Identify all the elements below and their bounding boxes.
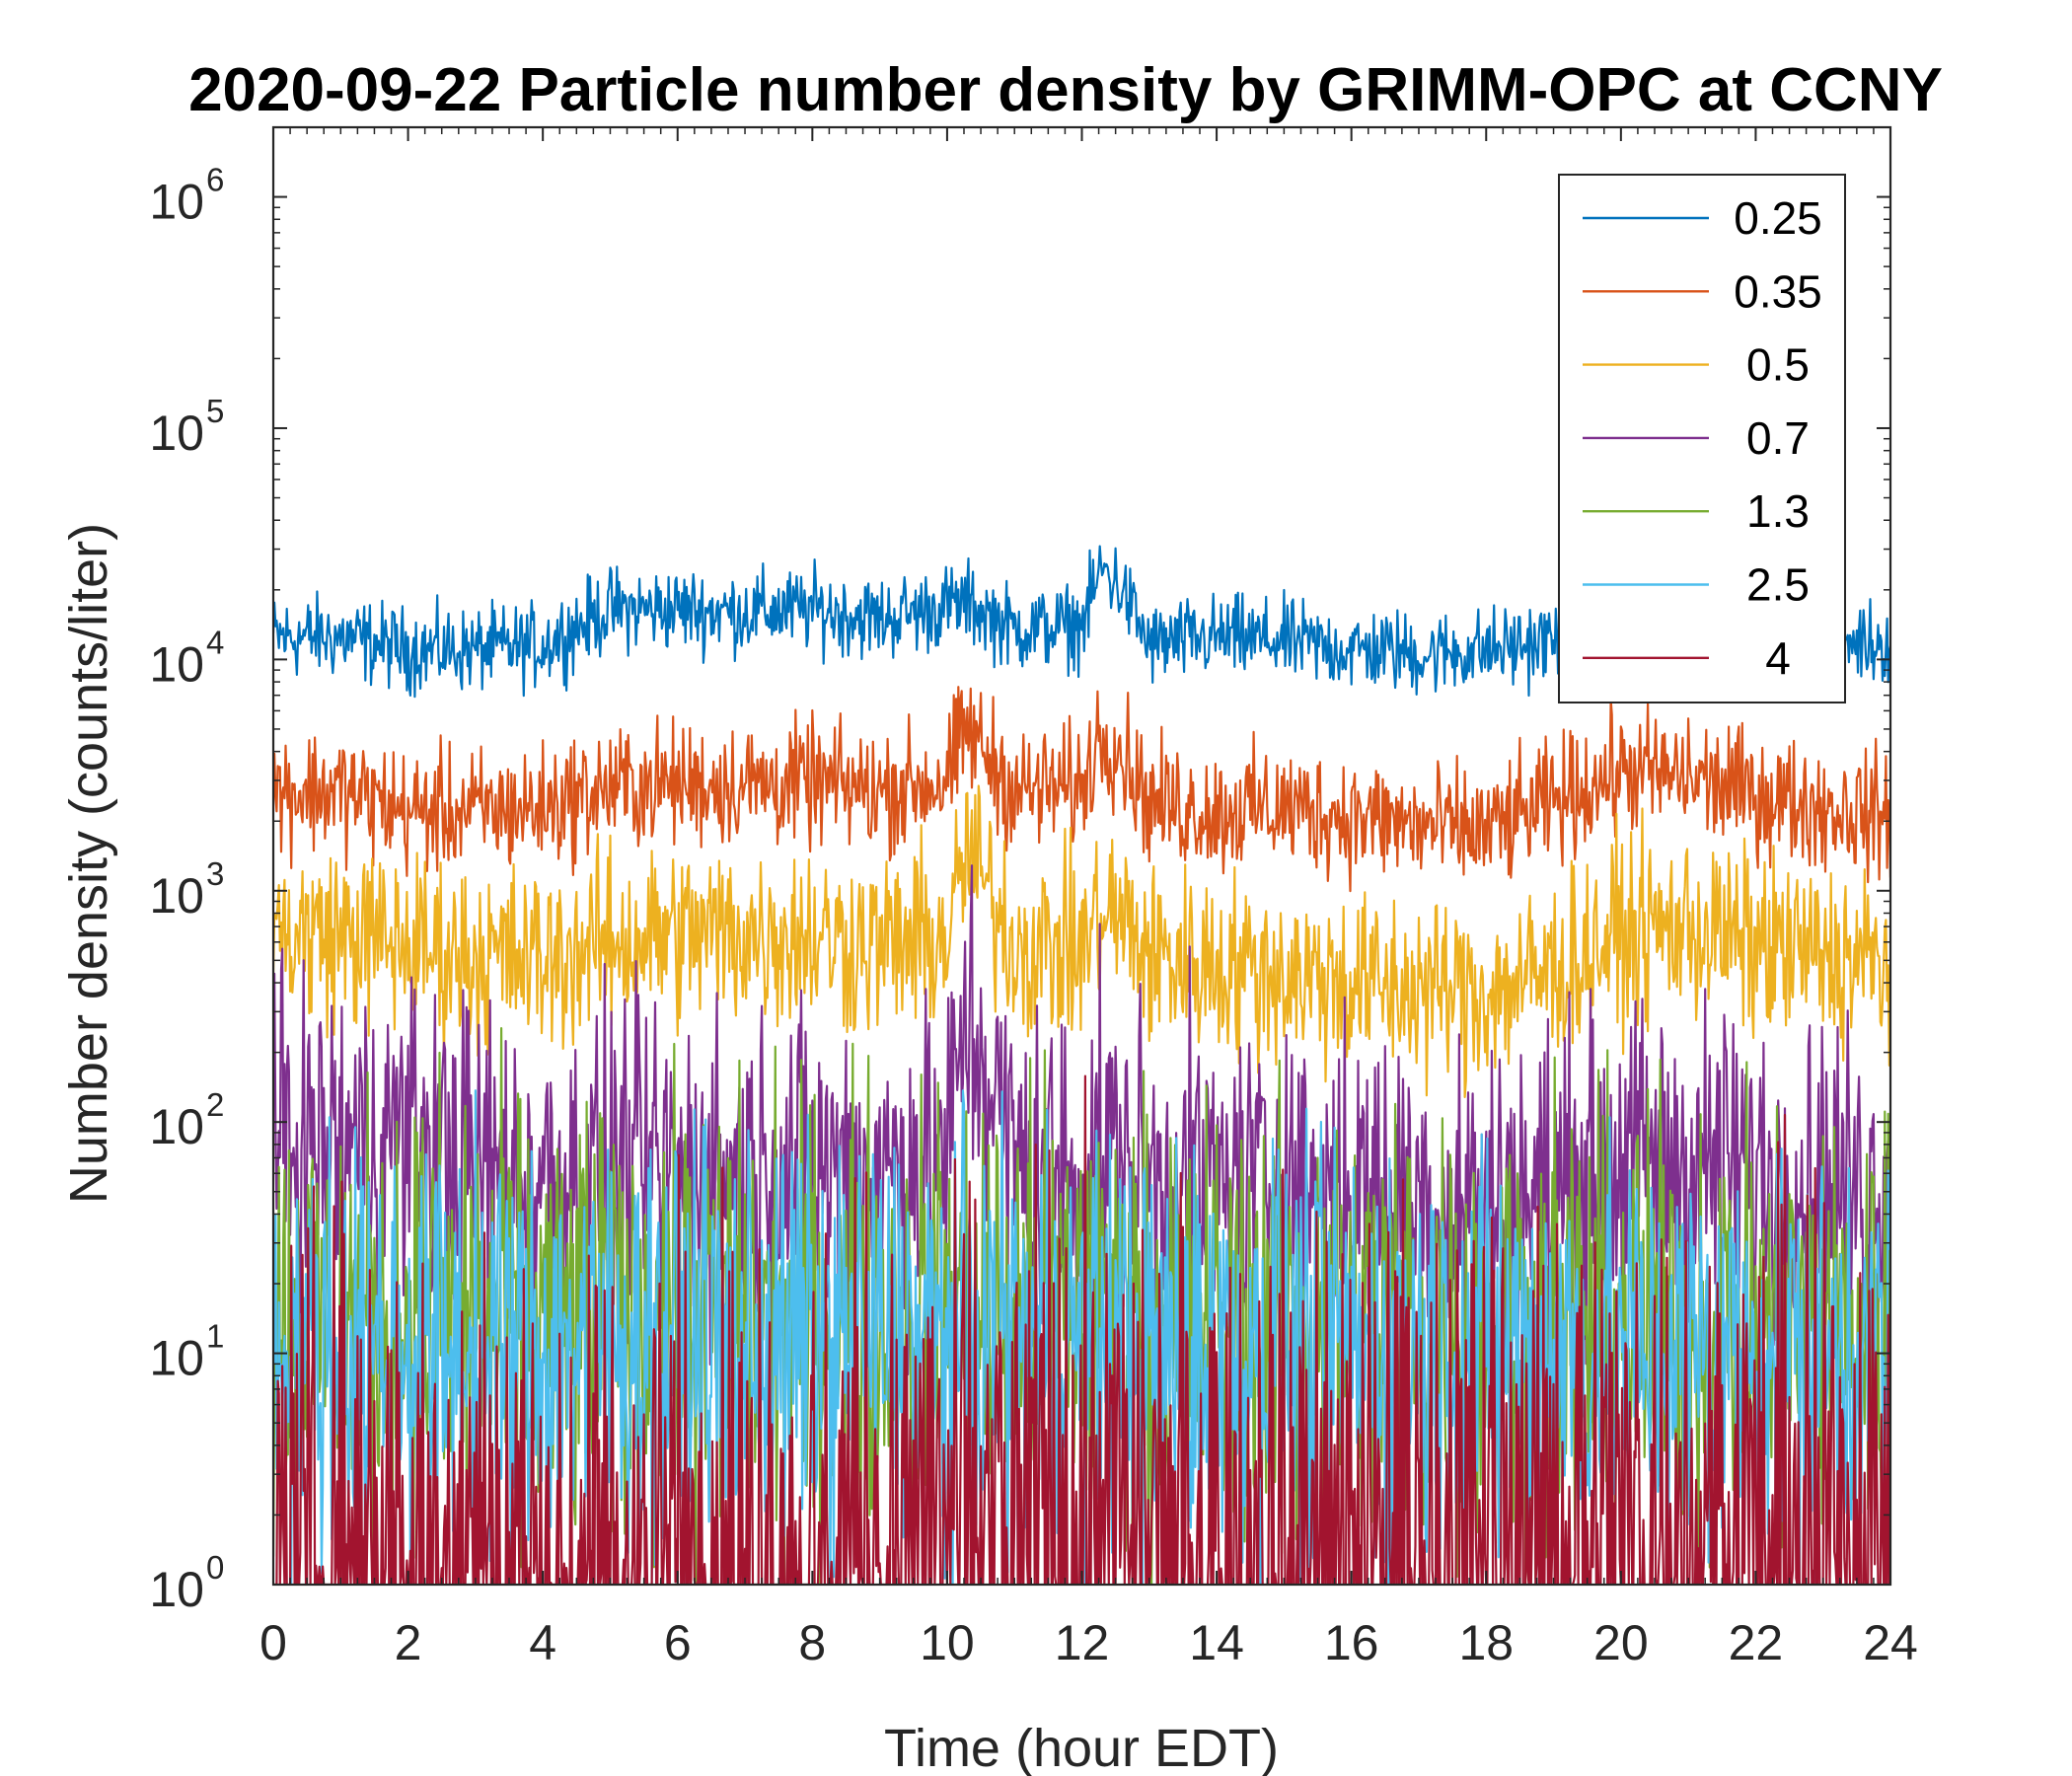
- legend-entry-0.7: 0.7: [1746, 412, 1810, 464]
- y-axis-label: Number density (counts/liter): [59, 523, 118, 1204]
- y-tick-exponent: 4: [206, 624, 224, 660]
- legend-entry-0.5: 0.5: [1746, 339, 1810, 391]
- legend-entry-4: 4: [1765, 632, 1791, 684]
- x-tick-label: 10: [920, 1615, 975, 1670]
- y-tick-label: 10: [149, 175, 204, 230]
- y-tick-label: 10: [149, 406, 204, 461]
- y-tick-label: 10: [149, 1562, 204, 1617]
- series-line-0.5: [273, 784, 1890, 1098]
- legend-entry-2.5: 2.5: [1746, 559, 1810, 611]
- x-tick-label: 20: [1593, 1615, 1649, 1670]
- y-tick-label: 10: [149, 636, 204, 692]
- legend-entry-1.3: 1.3: [1746, 485, 1810, 537]
- y-tick-exponent: 1: [206, 1318, 224, 1355]
- y-tick-exponent: 6: [206, 162, 224, 198]
- x-axis-label: Time (hour EDT): [884, 1719, 1279, 1776]
- y-tick-exponent: 0: [206, 1549, 224, 1586]
- series-line-0.35: [273, 686, 1890, 893]
- legend-entry-0.35: 0.35: [1734, 265, 1822, 317]
- x-tick-label: 2: [395, 1615, 422, 1670]
- x-tick-label: 6: [664, 1615, 692, 1670]
- y-tick-exponent: 5: [206, 393, 224, 429]
- y-tick-label: 10: [149, 1331, 204, 1386]
- y-tick-exponent: 3: [206, 855, 224, 892]
- x-tick-label: 12: [1055, 1615, 1110, 1670]
- x-tick-label: 8: [798, 1615, 826, 1670]
- x-tick-label: 16: [1324, 1615, 1379, 1670]
- y-tick-label: 10: [149, 868, 204, 924]
- legend: 0.25 0.35 0.5 0.7 1.3 2.5 4: [1558, 174, 1846, 703]
- chart-title: 2020-09-22 Particle number density by GR…: [188, 56, 1943, 124]
- series-line-2.5: [273, 1089, 1890, 1585]
- x-tick-label: 24: [1863, 1615, 1918, 1670]
- y-tick-exponent: 2: [206, 1086, 224, 1123]
- x-tick-label: 14: [1189, 1615, 1244, 1670]
- y-tick-label: 10: [149, 1099, 204, 1154]
- x-tick-label: 18: [1458, 1615, 1514, 1670]
- x-tick-label: 0: [259, 1615, 287, 1670]
- x-tick-label: 4: [529, 1615, 556, 1670]
- x-tick-label: 22: [1729, 1615, 1784, 1670]
- legend-entry-0.25: 0.25: [1734, 192, 1822, 244]
